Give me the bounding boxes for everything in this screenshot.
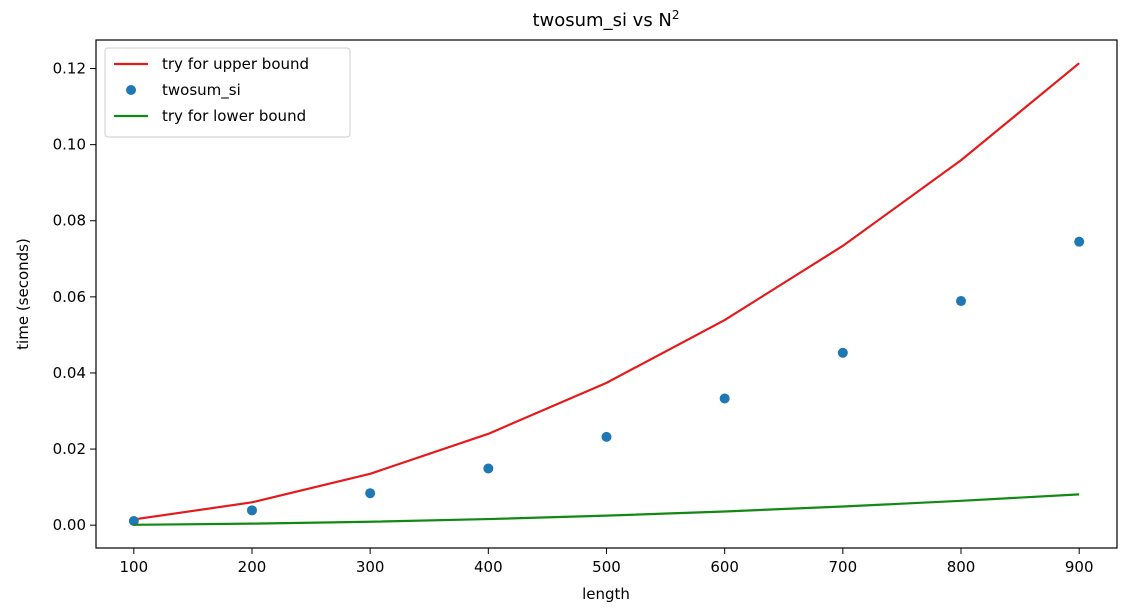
y-tick-label: 0.08 <box>53 212 86 230</box>
data-point-twosum-si <box>837 347 848 358</box>
chart-title-superscript: 2 <box>672 8 680 22</box>
x-tick-label: 800 <box>947 558 976 576</box>
data-point-twosum-si <box>719 393 730 404</box>
x-tick-label: 300 <box>356 558 385 576</box>
legend-box <box>104 47 351 138</box>
y-tick-label: 0.06 <box>53 288 86 306</box>
data-point-twosum-si <box>483 463 494 474</box>
y-tick-label: 0.04 <box>53 364 86 382</box>
y-tick-label: 0.10 <box>53 136 86 154</box>
data-point-twosum-si <box>128 515 139 526</box>
y-tick-label: 0.00 <box>53 516 86 534</box>
x-tick-label: 900 <box>1065 558 1094 576</box>
legend-label: twosum_si <box>162 81 241 100</box>
x-tick-label: 600 <box>710 558 739 576</box>
x-axis-ticks: 100 200 300 400 500 600 700 800 900 <box>119 548 1094 576</box>
x-tick-label: 700 <box>829 558 858 576</box>
data-point-twosum-si <box>365 488 376 499</box>
chart-title: twosum_si vs N2 <box>532 8 679 31</box>
x-tick-label: 100 <box>119 558 148 576</box>
y-axis-label: time (seconds) <box>14 238 32 350</box>
data-point-twosum-si <box>246 505 257 516</box>
y-tick-label: 0.12 <box>53 60 86 78</box>
data-point-twosum-si <box>956 296 967 307</box>
x-tick-label: 500 <box>592 558 621 576</box>
x-tick-label: 200 <box>238 558 267 576</box>
y-axis-ticks: 0.00 0.02 0.04 0.06 0.08 0.10 0.12 <box>53 60 96 534</box>
legend-label: try for lower bound <box>162 107 306 125</box>
y-tick-label: 0.02 <box>53 440 86 458</box>
legend-label: try for upper bound <box>162 55 309 73</box>
series-line-try-for-upper-bound <box>133 62 1080 521</box>
data-point-twosum-si <box>1074 236 1085 247</box>
data-point-twosum-si <box>601 431 612 442</box>
x-axis-label: length <box>582 585 630 603</box>
x-tick-label: 400 <box>474 558 503 576</box>
plot-frame <box>95 39 1118 549</box>
plot-marks <box>128 62 1085 526</box>
series-line-try-for-lower-bound <box>133 493 1080 526</box>
legend-swatch-twosum-si <box>126 85 136 95</box>
